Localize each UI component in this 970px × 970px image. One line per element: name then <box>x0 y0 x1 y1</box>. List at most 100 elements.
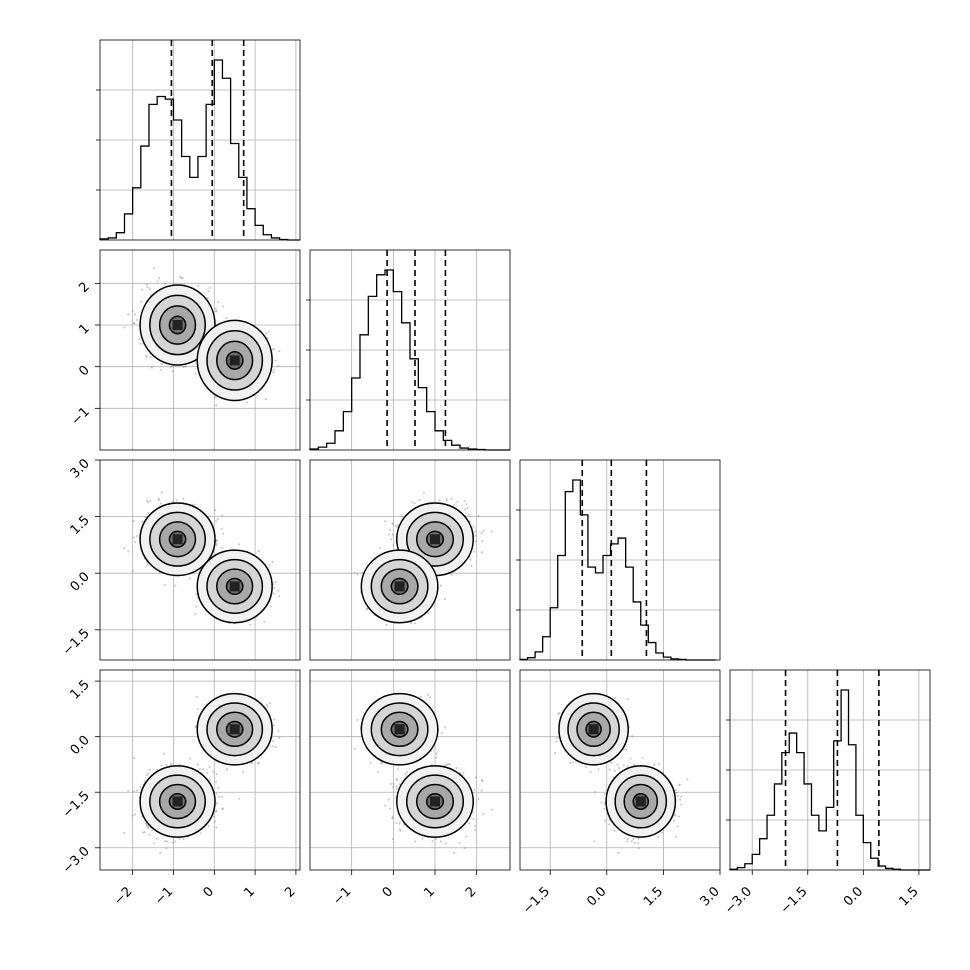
histogram-panel-0 <box>96 39 301 241</box>
sample-point <box>389 528 392 531</box>
sample-point <box>180 276 183 279</box>
sample-point <box>156 280 159 283</box>
sample-point <box>278 350 281 353</box>
sample-point <box>221 514 224 517</box>
sample-point <box>145 354 148 357</box>
sample-point <box>278 595 281 598</box>
sample-point <box>272 347 275 350</box>
sample-point <box>453 503 456 506</box>
sample-point <box>148 288 151 291</box>
sample-point <box>469 520 472 523</box>
sample-point <box>169 366 172 369</box>
sample-point <box>365 607 368 610</box>
sample-point <box>490 530 493 533</box>
sample-point <box>474 540 477 543</box>
sample-point <box>146 563 149 566</box>
sample-point <box>274 745 277 748</box>
sample-point <box>215 309 218 312</box>
sample-point <box>171 370 174 373</box>
sample-point <box>385 623 388 626</box>
sample-point <box>217 518 220 521</box>
density-peak <box>172 320 183 330</box>
panel-frame <box>729 669 931 871</box>
sample-point <box>272 370 275 373</box>
sample-point <box>356 573 359 576</box>
histogram-panel-2 <box>516 459 721 661</box>
sample-point <box>480 531 483 534</box>
density-peak <box>172 534 183 545</box>
sample-point <box>182 497 185 500</box>
sample-point <box>159 502 162 505</box>
sample-point <box>145 283 148 286</box>
density-peak <box>229 581 240 592</box>
scatter-panel-2-1 <box>309 459 511 661</box>
sample-point <box>133 322 136 325</box>
sample-point <box>215 310 218 313</box>
sample-point <box>215 520 218 523</box>
sample-point <box>157 497 160 500</box>
sample-point <box>146 286 149 289</box>
sample-point <box>481 540 484 543</box>
sample-point <box>132 321 135 324</box>
sample-point <box>160 363 163 366</box>
sample-point <box>132 520 135 523</box>
sample-point <box>391 522 394 525</box>
histogram-panel-1 <box>306 249 511 451</box>
sample-point <box>215 542 218 545</box>
sample-point <box>147 825 150 828</box>
sample-point <box>138 338 141 341</box>
sample-point <box>145 564 148 567</box>
sample-point <box>163 584 166 587</box>
sample-point <box>179 275 182 278</box>
sample-point <box>160 491 163 494</box>
scatter-panel-2-0 <box>99 459 301 661</box>
sample-point <box>215 544 218 547</box>
sample-point <box>175 499 178 502</box>
sample-point <box>215 404 218 407</box>
sample-point <box>127 550 130 553</box>
sample-point <box>470 564 473 567</box>
sample-point <box>413 502 416 505</box>
sample-point <box>133 536 136 539</box>
sample-point <box>465 503 468 506</box>
sample-point <box>277 364 280 367</box>
sample-point <box>409 622 412 625</box>
sample-point <box>157 498 160 501</box>
sample-point <box>147 501 150 504</box>
sample-point <box>217 300 220 303</box>
sample-point <box>450 573 453 576</box>
sample-point <box>140 300 143 303</box>
sample-point <box>445 497 448 500</box>
sample-point <box>135 318 138 321</box>
sample-point <box>271 348 274 351</box>
sample-point <box>277 589 280 592</box>
sample-point <box>132 790 135 793</box>
panel-frame <box>99 39 301 241</box>
sample-point <box>144 515 147 518</box>
sample-point <box>396 525 399 528</box>
sample-point <box>456 501 459 504</box>
sample-point <box>214 307 217 310</box>
sample-point <box>214 396 217 399</box>
panel-frame <box>99 249 301 451</box>
sample-point <box>257 550 260 553</box>
sample-point <box>246 401 249 404</box>
sample-point <box>469 558 472 561</box>
sample-point <box>389 538 392 541</box>
sample-point <box>150 366 153 369</box>
sample-point <box>181 277 184 280</box>
density-peak <box>229 355 240 366</box>
sample-point <box>195 372 198 375</box>
sample-point <box>141 288 144 291</box>
sample-point <box>208 286 211 289</box>
density-peak <box>394 581 405 592</box>
sample-point <box>193 503 196 506</box>
sample-point <box>249 623 252 626</box>
sample-point <box>384 520 387 523</box>
sample-point <box>263 620 266 623</box>
histogram-step-line <box>519 479 717 661</box>
sample-point <box>468 513 471 516</box>
sample-point <box>139 342 142 345</box>
sample-point <box>411 501 414 504</box>
sample-point <box>422 491 425 494</box>
